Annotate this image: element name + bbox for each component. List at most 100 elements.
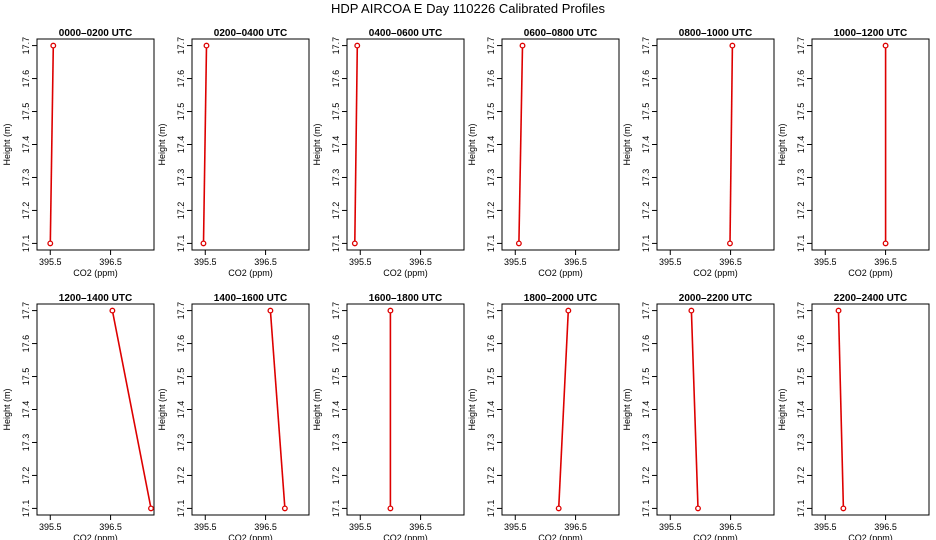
plot-frame [346,38,465,251]
y-tick-label: 17.3 [486,169,496,187]
y-axis-label: Height (m) [777,388,787,430]
y-tick-label: 17.4 [641,136,651,154]
panel-title: 0200–0400 UTC [214,28,287,39]
profile-point [387,505,394,512]
y-tick-label: 17.1 [796,500,806,518]
x-tick-label: 396.5 [564,257,587,267]
x-axis-label: CO2 (ppm) [228,533,273,540]
plot-frame [191,303,310,516]
y-tick-label: 17.2 [331,202,341,220]
profile-point [727,240,733,247]
panel-title: 2200–2400 UTC [834,293,907,304]
profile-point [281,505,288,512]
panel-11: 2200–2400 UTC 395.5 396.5 17.1 17.2 17.3 17.4 1… [777,293,930,540]
y-tick-label: 17.3 [331,434,341,452]
profile-line [690,310,699,509]
y-axis-label: Height (m) [622,123,632,165]
y-tick-label: 17.3 [796,434,806,452]
panel-6: 1200–1400 UTC 395.5 396.5 17.1 17.2 17.3 17.4 1… [2,293,155,540]
y-axis-label: Height (m) [2,388,12,430]
profile-line [729,45,734,244]
y-tick-label: 17.1 [21,235,31,253]
y-tick-label: 17.7 [21,37,31,55]
y-tick-label: 17.3 [176,169,186,187]
y-axis-label: Height (m) [312,123,322,165]
x-tick-label: 395.5 [39,522,62,532]
y-tick-label: 17.6 [331,335,341,353]
y-tick-label: 17.6 [796,70,806,88]
plot-frame [656,303,775,516]
y-tick-label: 17.5 [21,103,31,121]
y-tick-label: 17.7 [796,302,806,320]
y-tick-label: 17.4 [21,401,31,419]
profile-point [354,42,361,49]
profile-point [47,240,54,247]
profile-point [835,307,842,314]
y-tick-label: 17.4 [796,136,806,154]
x-tick-label: 396.5 [409,522,432,532]
y-axis-label: Height (m) [157,388,167,430]
y-tick-label: 17.5 [176,103,186,121]
profile-point [840,505,847,512]
y-tick-label: 17.1 [331,235,341,253]
x-tick-label: 396.5 [564,522,587,532]
x-axis-label: CO2 (ppm) [383,268,428,278]
x-axis-label: CO2 (ppm) [693,268,738,278]
x-tick-label: 396.5 [719,522,742,532]
plot-frame [656,38,775,251]
profile-line [202,45,208,244]
y-axis-label: Height (m) [312,388,322,430]
y-tick-label: 17.6 [486,70,496,88]
y-tick-label: 17.4 [641,401,651,419]
profile-point [148,505,154,512]
panel-title: 1200–1400 UTC [59,293,132,304]
y-tick-label: 17.7 [486,37,496,55]
profile-point [695,505,701,512]
y-tick-label: 17.4 [176,136,186,154]
y-tick-label: 17.2 [486,467,496,485]
x-tick-label: 395.5 [504,522,527,532]
y-tick-label: 17.4 [486,136,496,154]
y-tick-label: 17.3 [176,434,186,452]
y-axis-label: Height (m) [467,123,477,165]
x-tick-label: 396.5 [874,522,897,532]
x-tick-label: 396.5 [254,522,277,532]
y-axis-label: Height (m) [622,388,632,430]
panel-title: 0800–1000 UTC [679,28,752,39]
plot-frame [811,303,930,516]
y-tick-label: 17.1 [21,500,31,518]
x-tick-label: 395.5 [349,257,372,267]
x-tick-label: 395.5 [194,522,217,532]
plot-frame [36,38,155,251]
y-tick-label: 17.3 [486,434,496,452]
x-axis-label: CO2 (ppm) [73,533,118,540]
x-axis-label: CO2 (ppm) [848,533,893,540]
y-tick-label: 17.7 [331,37,341,55]
x-tick-label: 395.5 [814,257,837,267]
y-tick-label: 17.3 [796,169,806,187]
profile-point [109,307,116,314]
profile-line [354,45,359,244]
y-tick-label: 17.2 [486,202,496,220]
x-tick-label: 396.5 [719,257,742,267]
plot-frame [191,38,310,251]
y-tick-label: 17.3 [641,169,651,187]
y-axis-label: Height (m) [777,123,787,165]
y-tick-label: 17.2 [21,467,31,485]
x-tick-label: 395.5 [349,522,372,532]
y-tick-label: 17.4 [176,401,186,419]
y-tick-label: 17.2 [641,467,651,485]
y-tick-label: 17.4 [331,401,341,419]
x-tick-label: 396.5 [99,522,122,532]
y-tick-label: 17.5 [331,368,341,386]
profile-line [111,310,152,509]
profile-point [882,240,889,247]
panel-title: 1000–1200 UTC [834,28,907,39]
x-tick-label: 395.5 [659,257,682,267]
y-tick-label: 17.2 [176,467,186,485]
panel-title: 1400–1600 UTC [214,293,287,304]
y-tick-label: 17.3 [21,169,31,187]
y-tick-label: 17.5 [331,103,341,121]
panel-10: 2000–2200 UTC 395.5 396.5 17.1 17.2 17.3 17.4 1… [622,293,775,540]
x-tick-label: 395.5 [504,257,527,267]
